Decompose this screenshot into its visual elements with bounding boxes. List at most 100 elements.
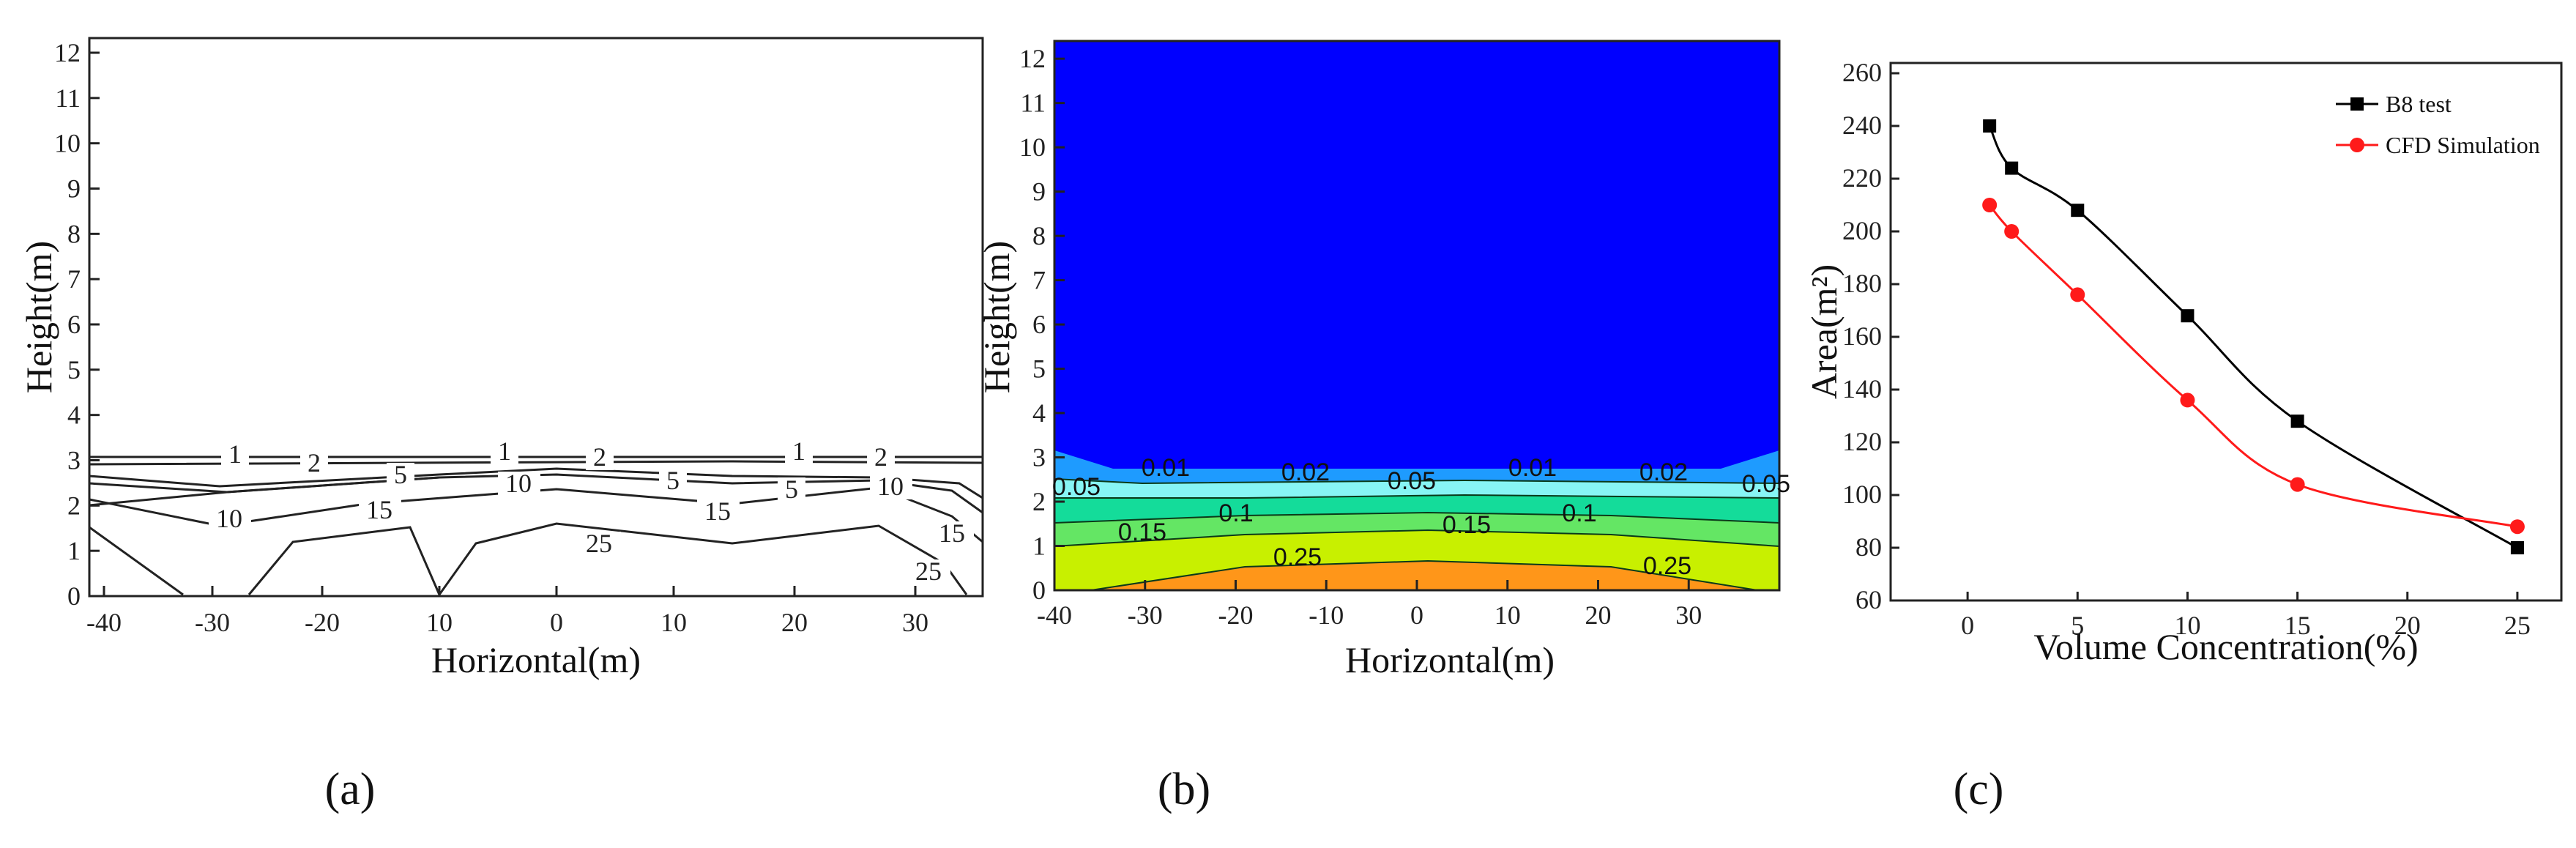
data-point-cfd-simulation <box>2180 393 2195 408</box>
y-tick-label: 11 <box>55 83 81 113</box>
y-tick-label: 200 <box>1842 216 1882 245</box>
y-tick-label: 4 <box>1032 398 1046 428</box>
contour-label: 0.1 <box>1218 499 1253 527</box>
data-point-cfd-simulation <box>2070 287 2085 302</box>
y-tick-label: 6 <box>1032 310 1046 339</box>
contour-label: 2 <box>308 448 321 477</box>
legend-marker <box>2350 97 2364 111</box>
contour-label-bg <box>867 445 895 470</box>
panel-b-y-axis-label: Height(m) <box>976 241 1017 393</box>
contour-label: 0.25 <box>1273 543 1322 571</box>
contour-line-0.05 <box>1054 494 1780 499</box>
panel-a-x-axis-label: Horizontal(m) <box>431 639 641 680</box>
y-tick-label: 7 <box>67 264 81 294</box>
y-tick-label: 180 <box>1842 269 1882 298</box>
contour-label-bg <box>697 499 740 524</box>
x-tick-label: 0 <box>1961 611 1974 640</box>
x-tick-label: -30 <box>195 608 230 637</box>
data-point-cfd-simulation <box>1982 198 1998 212</box>
x-tick-label: 10 <box>660 608 687 637</box>
y-tick-label: 3 <box>67 446 81 475</box>
legend: B8 test CFD Simulation <box>2336 91 2540 158</box>
y-tick-label: 12 <box>1019 44 1046 73</box>
contour-label: 5 <box>394 460 407 489</box>
contour-label: 0.01 <box>1142 454 1190 482</box>
y-tick-label: 7 <box>1032 266 1046 295</box>
x-tick-label: 30 <box>1675 600 1702 630</box>
contour-label-bg <box>778 477 805 502</box>
subfigure-label-b: (b) <box>1158 765 1210 814</box>
data-point-b8-test <box>1983 119 1997 133</box>
contour-label: 0.02 <box>1639 458 1688 486</box>
contour-label: 2 <box>874 442 887 472</box>
x-tick-label: 0 <box>550 608 563 637</box>
y-tick-label: 2 <box>1032 487 1046 516</box>
x-tick-label: -10 <box>1309 600 1344 630</box>
contour-label-bg <box>908 559 950 584</box>
y-tick-label: 8 <box>67 219 81 248</box>
contour-label-bg <box>498 472 540 496</box>
y-tick-label: 12 <box>54 38 81 67</box>
y-tick-label: 0 <box>1032 576 1046 605</box>
legend-marker <box>2350 138 2364 152</box>
contour-label-bg <box>221 442 249 467</box>
data-point-b8-test <box>2181 309 2195 323</box>
panel-b-contour-lines <box>1054 478 1780 591</box>
contour-label: 0.15 <box>1118 518 1166 546</box>
data-point-b8-test <box>2290 414 2304 428</box>
panel-a-y-axis-label: Height(m) <box>18 241 59 393</box>
y-tick-label: 9 <box>67 174 81 204</box>
contour-line-0.1 <box>1054 511 1780 524</box>
contour-line-0.25 <box>1090 559 1758 591</box>
contour-label: 0.05 <box>1742 470 1790 498</box>
panel-a-plot-area <box>88 37 984 598</box>
y-tick-label: 220 <box>1842 163 1882 193</box>
y-tick-label: 260 <box>1842 58 1882 87</box>
y-tick-label: 4 <box>67 401 81 430</box>
contour-line-0.15 <box>1054 529 1780 547</box>
contour-label: 25 <box>915 557 942 586</box>
contour-label: 10 <box>216 504 242 533</box>
contour-label: 0.15 <box>1443 511 1491 539</box>
x-tick-label: 10 <box>2174 611 2200 640</box>
y-tick-label: 120 <box>1842 427 1882 456</box>
contour-line-25-mid <box>247 526 441 595</box>
contour-label: 1 <box>792 436 805 466</box>
panel-b-x-axis-label: Horizontal(m) <box>1345 639 1555 680</box>
legend-entry: B8 test <box>2386 91 2452 117</box>
x-tick-label: -30 <box>1128 600 1163 630</box>
data-point-b8-test <box>2510 541 2524 554</box>
contour-line-0.01 <box>1054 478 1780 485</box>
y-tick-label: 140 <box>1842 374 1882 403</box>
subfigure-label-c: (c) <box>1954 765 2004 814</box>
legend-entry: CFD Simulation <box>2386 132 2540 158</box>
y-tick-label: 240 <box>1842 111 1882 140</box>
panel-c-y-axis-label: Area(m²) <box>1803 264 1844 399</box>
x-tick-label: 30 <box>902 608 928 637</box>
contour-label: 25 <box>586 529 612 558</box>
y-tick-label: 10 <box>54 129 81 158</box>
contour-label-bg <box>785 439 813 464</box>
contour-label: 5 <box>666 466 680 495</box>
x-tick-label: 20 <box>2394 611 2421 640</box>
contour-line-10b <box>89 476 440 507</box>
y-tick-label: 11 <box>1020 89 1046 118</box>
x-tick-label: -20 <box>1218 600 1254 630</box>
x-tick-label: 15 <box>2285 611 2311 640</box>
x-tick-label: -40 <box>86 608 122 637</box>
y-tick-label: 8 <box>1032 221 1046 250</box>
contour-label: 15 <box>939 518 965 548</box>
contour-label: 0.25 <box>1643 552 1691 580</box>
panel-c: 60 80 100 120 140 160 180 200 220 240 260 0 5 10 15 20… <box>1803 58 2563 814</box>
contour-label: 0.1 <box>1562 499 1596 527</box>
contour-label: 5 <box>785 475 798 504</box>
data-point-cfd-simulation <box>2509 519 2525 535</box>
contour-label: 10 <box>877 472 904 501</box>
contour-label-bg <box>578 532 621 557</box>
contour-label-bg <box>491 439 518 464</box>
series-line-cfd-simulation <box>1988 204 2518 528</box>
contour-label: 15 <box>704 496 731 526</box>
y-tick-label: 6 <box>67 310 81 339</box>
